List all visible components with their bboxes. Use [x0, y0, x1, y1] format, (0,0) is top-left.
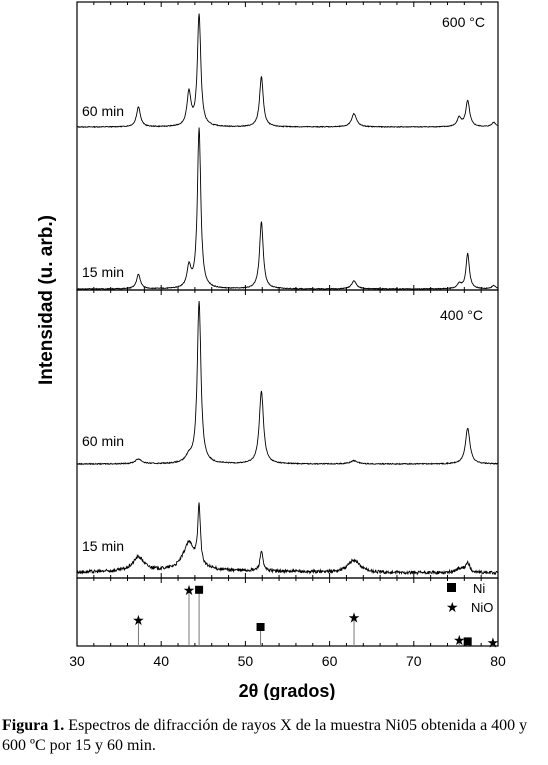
- caption-label: Figura 1.: [2, 717, 65, 734]
- figure-caption: Figura 1. Espectros de difracción de ray…: [2, 716, 542, 756]
- panel-400c-label: 400 °C: [440, 307, 483, 323]
- caption-text: Espectros de difracción de rayos X de la…: [2, 717, 528, 754]
- x-tick-label-30: 30: [69, 653, 85, 669]
- reference-panel-frame: [76, 577, 499, 647]
- reference-marker-ni-2: [195, 585, 204, 594]
- series-600c-60min-label: 60 min: [82, 103, 124, 119]
- x-tick-label-50: 50: [238, 653, 254, 669]
- xrd-trace-400c-60min: [76, 300, 498, 466]
- reference-marker-ni-3: [256, 623, 265, 631]
- x-tick-label-80: 80: [490, 653, 506, 669]
- series-400c-15min-label: 15 min: [82, 538, 124, 554]
- reference-lines: ★ ★ ★ ★ ★: [132, 582, 499, 651]
- reference-marker-ni-6: [463, 637, 472, 646]
- xrd-trace-400c-15min: [76, 502, 499, 576]
- legend-ni-label: Ni: [473, 581, 485, 596]
- xrd-trace-600c-60min: [76, 13, 499, 129]
- reference-legend: Ni ★ NiO: [446, 581, 493, 615]
- y-axis-label: Intensidad (u. arb.): [36, 215, 57, 385]
- series-600c-15min-label: 15 min: [82, 264, 124, 280]
- panel-frames: [76, 1, 499, 647]
- xrd-traces: [76, 13, 499, 576]
- xrd-figure: ★★★★ ★ 30 40 50 60 70 80 600 °C 60 min 15 min …: [36, 1, 506, 700]
- reference-marker-nio-7: ★: [487, 635, 500, 651]
- x-tick-label-70: 70: [406, 653, 422, 669]
- x-axis-label: 2θ (grados): [239, 681, 336, 700]
- x-tick-label-40: 40: [153, 653, 169, 669]
- panel-600c-frame: [76, 1, 499, 291]
- legend-nio-label: NiO: [471, 600, 493, 615]
- x-tick-label-60: 60: [322, 653, 338, 669]
- xrd-trace-600c-15min: [77, 127, 499, 291]
- x-axis-ticks: 30 40 50 60 70 80: [69, 2, 506, 669]
- panel-600c-label: 600 °C: [442, 14, 485, 30]
- series-400c-60min-label: 60 min: [82, 433, 124, 449]
- reference-marker-nio-1: ★: [183, 582, 196, 598]
- reference-marker-nio-0: ★: [132, 612, 145, 628]
- panel-400c-frame: [76, 289, 499, 579]
- legend-ni-marker: [447, 583, 456, 592]
- reference-marker-nio-4: ★: [348, 609, 361, 625]
- reference-marker-nio-5: ★: [453, 632, 466, 648]
- legend-nio-marker: ★: [446, 599, 459, 615]
